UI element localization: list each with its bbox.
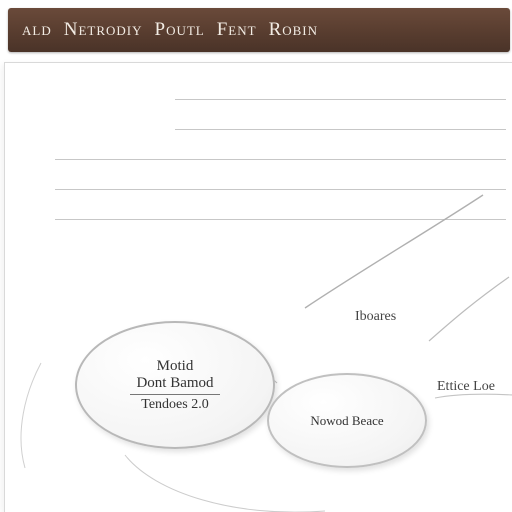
rule-line [55,189,506,190]
title-word: Poutl [155,19,205,41]
rule-line [175,129,506,130]
title-word: ald [22,19,52,41]
node-text: Nowod Beace [310,413,383,429]
rule-line [55,219,506,220]
connector-edge [125,455,325,512]
diagram-node: MotidDont Bamod Tendoes 2.0 [75,321,275,449]
node-text: Motid [157,358,194,375]
connector-edge [21,363,41,468]
connector-edge [429,277,509,341]
node-text: Dont Bamod [130,375,219,395]
title-bar: ald Netrodiy Poutl Fent Robin [8,8,510,52]
connector-edge [305,195,483,308]
node-text: Tendoes 2.0 [141,397,208,413]
title-word: Robin [269,19,318,41]
title-word: Fent [217,19,257,41]
title-word: Netrodiy [64,19,143,41]
diagram-node: Nowod Beace [267,373,427,468]
paper-sheet: MotidDont Bamod Tendoes 2.0 Nowod Beace Ib… [4,62,512,512]
diagram-label: Ettice Loe [437,379,495,395]
rule-line [175,99,506,100]
diagram-connectors [5,63,512,512]
diagram-label: Iboares [355,309,396,325]
rule-line [55,159,506,160]
